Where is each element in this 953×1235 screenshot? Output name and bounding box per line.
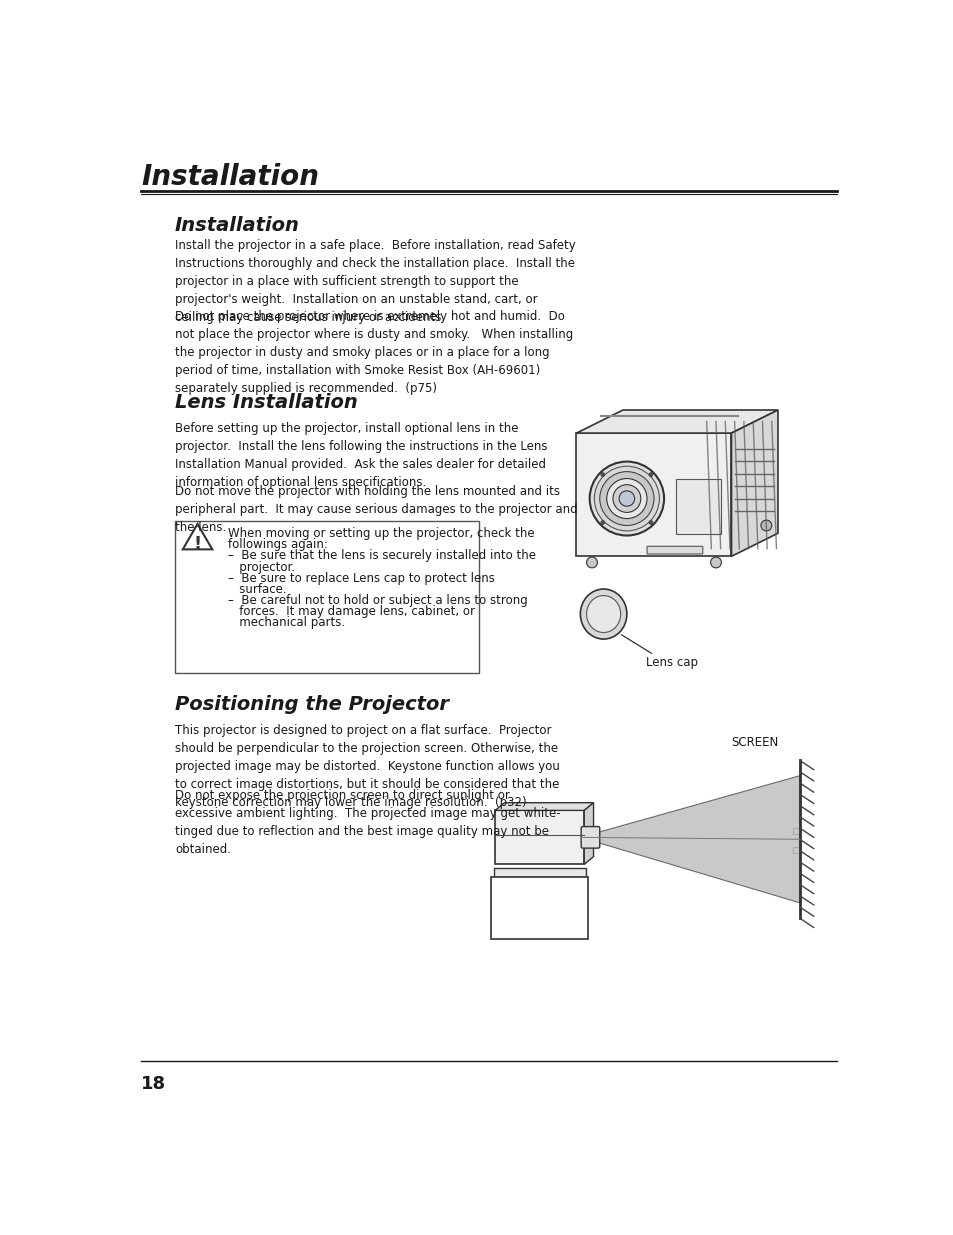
FancyBboxPatch shape — [676, 478, 720, 534]
Text: Do not move the projector with holding the lens mounted and its
peripheral part.: Do not move the projector with holding t… — [174, 484, 578, 534]
Polygon shape — [495, 803, 593, 810]
Circle shape — [599, 472, 654, 526]
Text: projector.: projector. — [228, 561, 294, 573]
Text: !: ! — [193, 535, 201, 553]
Circle shape — [710, 557, 720, 568]
Circle shape — [594, 466, 659, 531]
Polygon shape — [183, 524, 213, 550]
Text: followings again:: followings again: — [228, 538, 327, 551]
Circle shape — [586, 557, 597, 568]
Text: Before setting up the projector, install optional lens in the
projector.  Instal: Before setting up the projector, install… — [174, 422, 547, 489]
Text: –  Be sure that the lens is securely installed into the: – Be sure that the lens is securely inst… — [228, 550, 536, 562]
Ellipse shape — [586, 595, 620, 632]
FancyBboxPatch shape — [646, 546, 702, 555]
Circle shape — [618, 490, 634, 506]
Text: Positioning the Projector: Positioning the Projector — [174, 695, 449, 714]
FancyBboxPatch shape — [580, 826, 599, 848]
Circle shape — [612, 484, 640, 513]
Text: Installation: Installation — [174, 216, 299, 235]
Polygon shape — [576, 410, 778, 433]
Text: Do not place the projector where is extremely hot and humid.  Do
not place the p: Do not place the projector where is extr… — [174, 310, 573, 395]
Text: When moving or setting up the projector, check the: When moving or setting up the projector,… — [228, 527, 534, 540]
Circle shape — [606, 478, 646, 519]
Polygon shape — [731, 410, 778, 556]
Circle shape — [648, 521, 652, 525]
Polygon shape — [576, 433, 731, 556]
Circle shape — [648, 473, 652, 477]
Text: Do not expose the projection screen to direct sunlight or
excessive ambient ligh: Do not expose the projection screen to d… — [174, 789, 560, 856]
Text: Installation: Installation — [141, 163, 318, 191]
Text: Lens Installation: Lens Installation — [174, 393, 357, 412]
FancyBboxPatch shape — [174, 521, 478, 673]
Text: Install the projector in a safe place.  Before installation, read Safety
Instruc: Install the projector in a safe place. B… — [174, 240, 576, 324]
Text: forces.  It may damage lens, cabinet, or: forces. It may damage lens, cabinet, or — [228, 605, 475, 619]
FancyBboxPatch shape — [493, 868, 585, 877]
Polygon shape — [583, 803, 593, 864]
Circle shape — [600, 473, 604, 477]
FancyBboxPatch shape — [793, 827, 799, 834]
FancyBboxPatch shape — [793, 847, 799, 853]
Text: 18: 18 — [141, 1074, 166, 1093]
Text: This projector is designed to project on a flat surface.  Projector
should be pe: This projector is designed to project on… — [174, 724, 559, 809]
Text: mechanical parts.: mechanical parts. — [228, 616, 345, 630]
Ellipse shape — [579, 589, 626, 638]
FancyBboxPatch shape — [491, 877, 587, 939]
Text: surface.: surface. — [228, 583, 286, 595]
Text: Lens cap: Lens cap — [645, 656, 698, 669]
Text: SCREEN: SCREEN — [730, 736, 778, 748]
Text: –  Be careful not to hold or subject a lens to strong: – Be careful not to hold or subject a le… — [228, 594, 527, 608]
Text: –  Be sure to replace Lens cap to protect lens: – Be sure to replace Lens cap to protect… — [228, 572, 494, 584]
Circle shape — [600, 521, 604, 525]
FancyBboxPatch shape — [495, 810, 583, 864]
Circle shape — [760, 520, 771, 531]
Polygon shape — [579, 776, 799, 903]
Circle shape — [589, 462, 663, 536]
